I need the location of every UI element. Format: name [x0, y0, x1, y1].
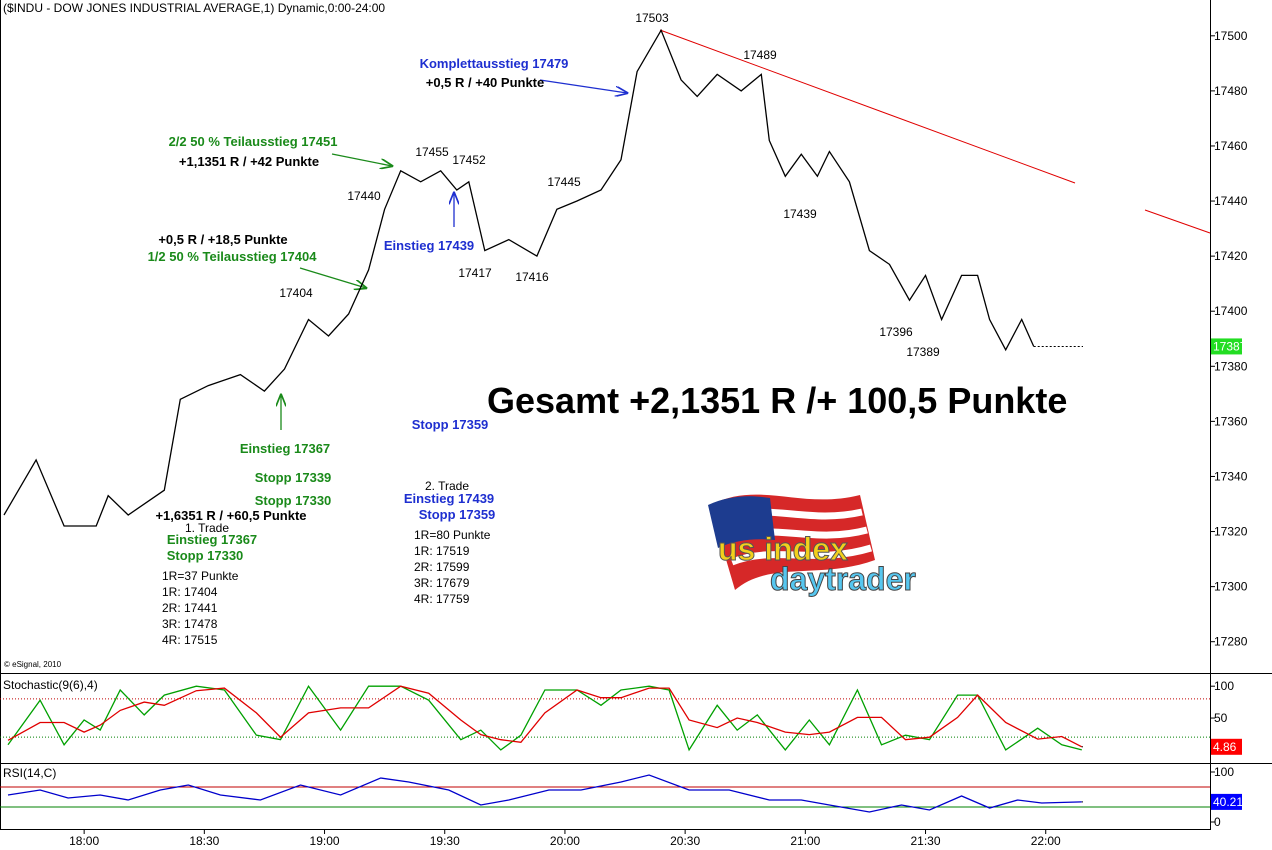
- y-tick-label: 50: [1214, 711, 1228, 725]
- price-label: 17396: [879, 325, 913, 339]
- annotation: Einstieg 17439: [384, 238, 474, 253]
- last-value-label: 40.21: [1213, 795, 1243, 809]
- annotation: Stopp 17330: [167, 548, 244, 563]
- last-value-box: [1211, 738, 1242, 755]
- r-levels: 1R=37 Punkte 1R: 17404 2R: 17441 3R: 174…: [162, 528, 491, 647]
- x-tick-label: 19:00: [310, 834, 340, 848]
- chart-title: ($INDU - DOW JONES INDUSTRIAL AVERAGE,1)…: [3, 1, 385, 15]
- annotation: Komplettausstieg 17479: [420, 56, 569, 71]
- trendline: [1144, 209, 1211, 234]
- annotation: Stopp 17339: [255, 470, 332, 485]
- price-label: 17489: [743, 48, 777, 62]
- annotation: 2R: 17599: [414, 560, 470, 574]
- price-label: 17439: [783, 207, 817, 221]
- y-tick-label: 17380: [1214, 359, 1248, 373]
- x-tick-label: 20:30: [670, 834, 700, 848]
- annotation: Stopp 17359: [412, 417, 489, 432]
- y-tick-label: 17300: [1214, 580, 1248, 594]
- last-value-label: 17387.21: [1213, 339, 1263, 353]
- annotation: 2. Trade: [425, 479, 469, 493]
- y-tick-label: 0: [1214, 815, 1221, 829]
- price-label: 17445: [547, 175, 581, 189]
- frame: [0, 0, 1272, 830]
- annotation: 1R: 17404: [162, 585, 218, 599]
- price-label: 17416: [515, 270, 549, 284]
- y-tick-label: 17280: [1214, 635, 1248, 649]
- y-tick-label: 17480: [1214, 84, 1248, 98]
- annotation: 1R=37 Punkte: [162, 569, 239, 583]
- panel-title: Stochastic(9(6),4): [3, 678, 98, 692]
- price-label: 17452: [452, 153, 486, 167]
- annotation: 1. Trade: [185, 521, 229, 535]
- annotation: +0,5 R / +40 Punkte: [426, 75, 545, 90]
- logo-text: daytrader: [770, 561, 916, 597]
- annotation: 1/2 50 % Teilausstieg 17404: [148, 249, 318, 264]
- last-value-box: [1211, 338, 1242, 355]
- copyright: © eSignal, 2010: [4, 660, 62, 669]
- annotation: 2R: 17441: [162, 601, 218, 615]
- trendline: [659, 29, 1076, 184]
- logo: us index daytrader: [708, 494, 916, 598]
- annotation: 1R: 17519: [414, 544, 470, 558]
- annotation: Einstieg 17367: [167, 532, 257, 547]
- arrows: [281, 79, 627, 430]
- x-tick-label: 21:30: [911, 834, 941, 848]
- y-tick-label: 100: [1214, 765, 1234, 779]
- annotation: 1R=80 Punkte: [414, 528, 491, 542]
- annotations: 17503 17489 Komplettausstieg 17479 +0,5 …: [148, 11, 940, 563]
- price-label: 17404: [279, 286, 313, 300]
- y-tick-label: 17440: [1214, 194, 1248, 208]
- y-tick-label: 100: [1214, 679, 1234, 693]
- annotation: +0,5 R / +18,5 Punkte: [158, 232, 287, 247]
- series-line: [7, 774, 1082, 813]
- annotation: 2/2 50 % Teilausstieg 17451: [169, 134, 338, 149]
- annotation: Einstieg 17439: [404, 491, 494, 506]
- price-label: 17455: [415, 145, 449, 159]
- annotation: Einstieg 17367: [240, 441, 330, 456]
- x-tick-label: 20:00: [550, 834, 580, 848]
- logo-text: us index: [718, 531, 848, 567]
- y-tick-label: 17340: [1214, 469, 1248, 483]
- price-label: 17503: [635, 11, 669, 25]
- price-label: 17440: [347, 189, 381, 203]
- y-tick-label: 17360: [1214, 414, 1248, 428]
- annotation: Stopp 17359: [419, 507, 496, 522]
- annotation: 3R: 17679: [414, 576, 470, 590]
- series-line: [7, 685, 1083, 748]
- x-tick-label: 19:30: [430, 834, 460, 848]
- series-line: [3, 28, 1035, 527]
- annotation: 4R: 17759: [414, 592, 470, 606]
- x-tick-label: 21:00: [790, 834, 820, 848]
- panel-title: RSI(14,C): [3, 766, 56, 780]
- last-value-box: [1211, 793, 1242, 810]
- price-label: 17417: [458, 266, 492, 280]
- x-tick-label: 18:00: [69, 834, 99, 848]
- annotation: 3R: 17478: [162, 617, 218, 631]
- y-tick-label: 17320: [1214, 525, 1248, 539]
- series-line: [7, 684, 1082, 752]
- price-label: 17389: [906, 345, 940, 359]
- annotation: Stopp 17330: [255, 493, 332, 508]
- y-tick-label: 17400: [1214, 304, 1248, 318]
- last-value-label: 4.86: [1213, 740, 1237, 754]
- annotation: 4R: 17515: [162, 633, 218, 647]
- y-tick-label: 17460: [1214, 139, 1248, 153]
- headline: Gesamt +2,1351 R /+ 100,5 Punkte: [487, 380, 1067, 421]
- x-tick-label: 22:00: [1031, 834, 1061, 848]
- y-tick-label: 17420: [1214, 249, 1248, 263]
- x-tick-label: 18:30: [189, 834, 219, 848]
- annotation: +1,6351 R / +60,5 Punkte: [155, 508, 306, 523]
- y-tick-label: 17500: [1214, 29, 1248, 43]
- annotation: +1,1351 R / +42 Punkte: [179, 154, 319, 169]
